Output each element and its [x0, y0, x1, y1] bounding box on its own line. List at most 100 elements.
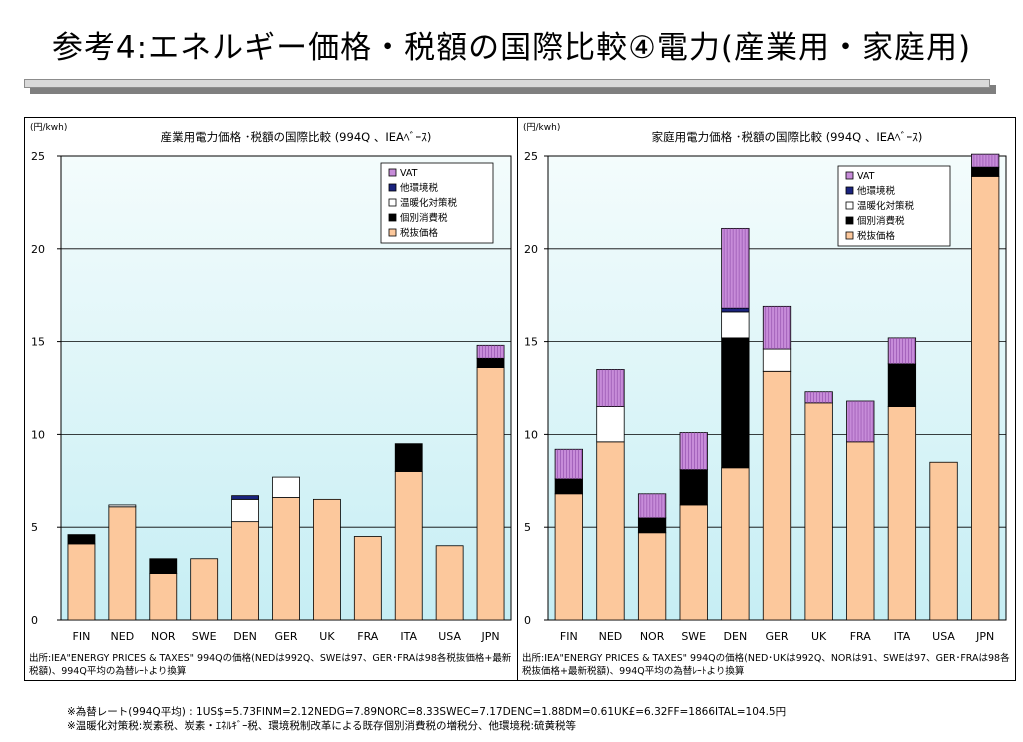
x-tick-label: SWE [681, 630, 706, 643]
x-tick-label: DEN [724, 630, 748, 643]
y-tick-label: 0 [31, 614, 38, 627]
y-tick-label: 10 [524, 428, 538, 441]
bar-segment-excise-tax [394, 443, 423, 472]
x-tick-label: JPN [975, 630, 994, 643]
legend-swatch-other-env-tax [388, 183, 397, 192]
bar-segment-excise-tax [149, 558, 178, 575]
unit-label: (円/kwh) [30, 122, 67, 133]
legend-label: 温暖化対策税 [400, 197, 458, 209]
bar-segment-other-env-tax [231, 495, 259, 500]
x-tick-label: FIN [73, 630, 91, 643]
page-title: 参考4:エネルギー価格・税額の国際比較④電力(産業用・家庭用) [51, 30, 972, 66]
industrial-source-note: 出所:IEA"ENERGY PRICES & TAXES" 994Qの価格(NE… [29, 653, 512, 677]
bar-segment-vat [679, 432, 708, 471]
bar-segment-base-price [596, 441, 625, 621]
bar-segment-base-price [108, 506, 137, 621]
industrial-chart: (円/kwh) 産業用電力価格 ･税額の国際比較 (994Q 、IEAﾍﾞｰｽ) 0… [30, 122, 512, 643]
y-tick-label: 0 [524, 614, 531, 627]
bar-segment-climate-tax [108, 504, 137, 508]
x-tick-label: SWE [192, 630, 217, 643]
y-tick-label: 25 [31, 150, 45, 163]
bar-segment-base-price [971, 176, 1000, 621]
bar-segment-climate-tax [721, 311, 750, 339]
x-tick-label: NOR [151, 630, 176, 643]
bar-segment-excise-tax [67, 534, 96, 545]
bar-segment-vat [804, 391, 833, 404]
legend-label: 他環境税 [857, 185, 896, 197]
legend-swatch-other-env-tax [845, 186, 854, 195]
household-chart-panel: (円/kwh) 家庭用電力価格 ･税額の国際比較 (994Q 、IEAﾍﾞｰｽ) 0… [517, 117, 1016, 681]
y-tick-label: 5 [31, 521, 38, 534]
y-tick-label: 25 [524, 150, 538, 163]
legend-label: VAT [400, 168, 418, 179]
legend-label: 個別消費税 [857, 215, 905, 227]
x-tick-label: ITA [894, 630, 911, 643]
bar-segment-base-price [272, 497, 300, 621]
bar-segment-base-price [231, 521, 259, 621]
x-tick-label: UK [319, 630, 335, 643]
y-tick-label: 10 [31, 428, 45, 441]
chart-title: 家庭用電力価格 ･税額の国際比較 (994Q 、IEAﾍﾞｰｽ) [652, 130, 923, 144]
title-rule-shadow [30, 85, 996, 94]
bar-segment-vat [887, 337, 917, 365]
legend-swatch-vat [388, 168, 397, 177]
legend-box [837, 165, 951, 247]
x-tick-label: FRA [850, 630, 872, 643]
bar-segment-climate-tax [272, 476, 300, 498]
legend-swatch-base-price [388, 228, 397, 237]
x-tick-label: NED [599, 630, 623, 643]
legend-swatch-vat [845, 171, 854, 180]
bar-segment-base-price [721, 467, 750, 621]
y-tick-label: 20 [524, 243, 538, 256]
bar-segment-other-env-tax [721, 307, 750, 313]
bar-segment-base-price [679, 504, 708, 621]
x-tick-label: NOR [640, 630, 665, 643]
bar-segment-base-price [637, 532, 667, 621]
legend-swatch-excise-tax [845, 216, 854, 225]
y-tick-label: 15 [31, 336, 45, 349]
bar-segment-base-price [313, 498, 341, 621]
legend-label: 個別消費税 [400, 212, 448, 224]
x-tick-label: USA [438, 630, 461, 643]
y-tick-label: 15 [524, 336, 538, 349]
bar-segment-vat [554, 448, 583, 480]
bar-segment-excise-tax [721, 337, 750, 469]
exchange-rate-footnote: ※為替レート(994Q平均) : 1US$=5.73FINM=2.12NEDG=… [67, 706, 787, 718]
x-tick-label: USA [932, 630, 955, 643]
bar-segment-base-price [394, 471, 423, 621]
industrial-chart-panel: (円/kwh) 産業用電力価格 ･税額の国際比較 (994Q 、IEAﾍﾞｰｽ) 0… [24, 117, 520, 681]
x-tick-label: JPN [480, 630, 499, 643]
bar-segment-base-price [554, 493, 583, 621]
x-tick-label: ITA [400, 630, 417, 643]
legend-swatch-base-price [845, 231, 854, 240]
legend-swatch-climate-tax [845, 201, 854, 210]
household-source-note: 出所:IEA"ENERGY PRICES & TAXES" 994Qの価格(NE… [522, 653, 1010, 677]
bar-segment-excise-tax [679, 469, 708, 506]
bar-segment-excise-tax [476, 357, 505, 368]
tax-definition-footnote: ※温暖化対策税:炭素税、炭素・ｴﾈﾙｷﾞｰ税、環境税制改革による既存個別消費税の… [67, 720, 577, 732]
y-tick-label: 20 [31, 243, 45, 256]
bar-segment-base-price [435, 545, 464, 621]
bar-segment-excise-tax [971, 166, 1000, 177]
title-rule [24, 79, 990, 88]
chart-title: 産業用電力価格 ･税額の国際比較 (994Q 、IEAﾍﾞｰｽ) [161, 130, 432, 144]
bar-segment-base-price [762, 370, 792, 621]
bar-segment-vat [762, 305, 792, 350]
bar-segment-vat [721, 227, 750, 309]
legend-swatch-excise-tax [388, 213, 397, 222]
bar-segment-base-price [476, 367, 505, 621]
legend-swatch-climate-tax [388, 198, 397, 207]
bar-segment-base-price [353, 536, 382, 621]
bar-segment-excise-tax [887, 363, 917, 407]
household-chart: (円/kwh) 家庭用電力価格 ･税額の国際比較 (994Q 、IEAﾍﾞｰｽ) 0… [523, 122, 1007, 643]
x-tick-label: NED [111, 630, 135, 643]
bar-segment-climate-tax [596, 406, 625, 443]
x-tick-label: FIN [560, 630, 578, 643]
bar-segment-base-price [67, 543, 96, 621]
bar-segment-vat [637, 493, 667, 519]
x-tick-label: UK [811, 630, 827, 643]
x-tick-label: FRA [357, 630, 379, 643]
bar-segment-climate-tax [762, 348, 792, 372]
